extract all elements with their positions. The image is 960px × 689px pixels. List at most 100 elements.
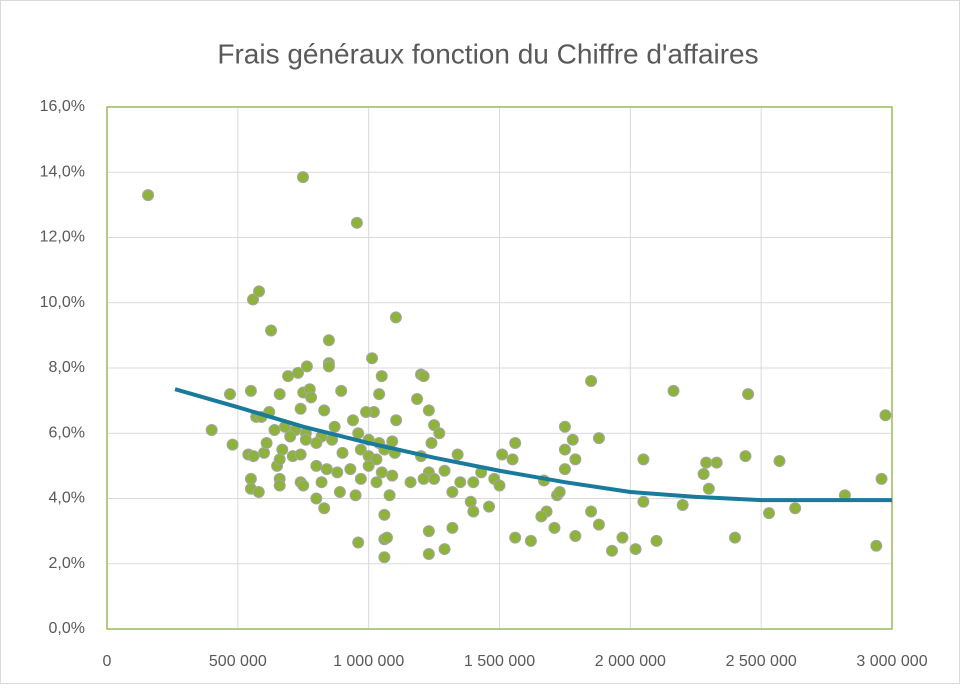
point <box>344 463 357 476</box>
y-tick-label: 10,0% <box>40 294 85 311</box>
point <box>506 453 519 466</box>
point <box>370 476 383 489</box>
point <box>667 384 680 397</box>
point <box>346 414 359 427</box>
x-tick-label: 1 500 000 <box>464 653 535 670</box>
point <box>273 453 286 466</box>
point <box>676 499 689 512</box>
point <box>553 485 566 498</box>
point <box>375 370 388 383</box>
point <box>318 404 331 417</box>
y-tick-label: 0,0% <box>49 620 85 637</box>
point <box>438 543 451 556</box>
point <box>336 446 349 459</box>
point <box>446 485 459 498</box>
point <box>380 531 393 544</box>
point <box>322 334 335 347</box>
point <box>592 518 605 531</box>
point <box>299 433 312 446</box>
point <box>386 469 399 482</box>
point <box>467 505 480 518</box>
point <box>454 476 467 489</box>
trend-line <box>174 387 892 503</box>
point <box>362 459 375 472</box>
point <box>404 476 417 489</box>
point <box>354 472 367 485</box>
point <box>258 446 270 459</box>
point <box>247 450 260 463</box>
point <box>422 525 435 538</box>
point <box>763 507 776 520</box>
point <box>253 285 266 298</box>
y-tick-label: 14,0% <box>40 163 85 180</box>
point <box>524 534 537 547</box>
chart-title: Frais généraux fonction du Chiffre d'aff… <box>217 38 758 69</box>
point <box>350 216 363 229</box>
point <box>226 438 239 451</box>
point <box>310 437 323 450</box>
point <box>383 489 396 502</box>
point <box>260 437 273 450</box>
point <box>428 472 441 485</box>
point <box>558 463 571 476</box>
point <box>335 384 348 397</box>
point <box>349 489 362 502</box>
point <box>205 423 218 436</box>
point <box>252 485 265 498</box>
point <box>496 448 509 461</box>
point <box>265 324 278 337</box>
point <box>566 433 579 446</box>
point <box>569 530 582 543</box>
point <box>739 450 752 463</box>
point <box>305 391 318 404</box>
point <box>629 543 642 556</box>
point <box>297 479 310 492</box>
point <box>729 531 741 544</box>
point <box>637 453 650 466</box>
point <box>467 476 480 489</box>
point <box>702 482 715 495</box>
point <box>142 189 155 202</box>
point <box>375 466 388 479</box>
point <box>390 414 403 427</box>
point <box>273 479 286 492</box>
point <box>422 404 435 417</box>
point <box>273 388 286 401</box>
point <box>592 432 605 445</box>
point <box>370 453 383 466</box>
point <box>284 430 297 443</box>
point <box>292 366 305 379</box>
y-tick-label: 8,0% <box>49 359 85 376</box>
point <box>378 551 391 564</box>
point <box>247 293 260 306</box>
point <box>742 388 755 401</box>
point <box>352 427 365 440</box>
x-tick-label: 2 000 000 <box>595 653 666 670</box>
point <box>548 521 561 534</box>
x-tick-label: 3 000 000 <box>856 653 927 670</box>
plot-border <box>106 106 893 630</box>
y-tick-label: 4,0% <box>49 490 85 507</box>
point <box>789 502 802 515</box>
point <box>411 392 424 405</box>
point <box>294 402 307 415</box>
point <box>875 472 888 485</box>
point <box>483 500 496 513</box>
point <box>650 534 663 547</box>
point <box>464 495 477 508</box>
point <box>773 454 786 467</box>
point <box>417 472 430 485</box>
point <box>318 502 331 515</box>
point <box>322 360 335 373</box>
point <box>606 544 619 557</box>
point <box>310 492 323 505</box>
point <box>315 476 328 489</box>
point <box>697 468 710 481</box>
x-tick-label: 2 500 000 <box>726 653 797 670</box>
point <box>320 463 333 476</box>
point <box>446 521 459 534</box>
point <box>700 456 713 469</box>
point <box>569 453 582 466</box>
point <box>425 437 438 450</box>
